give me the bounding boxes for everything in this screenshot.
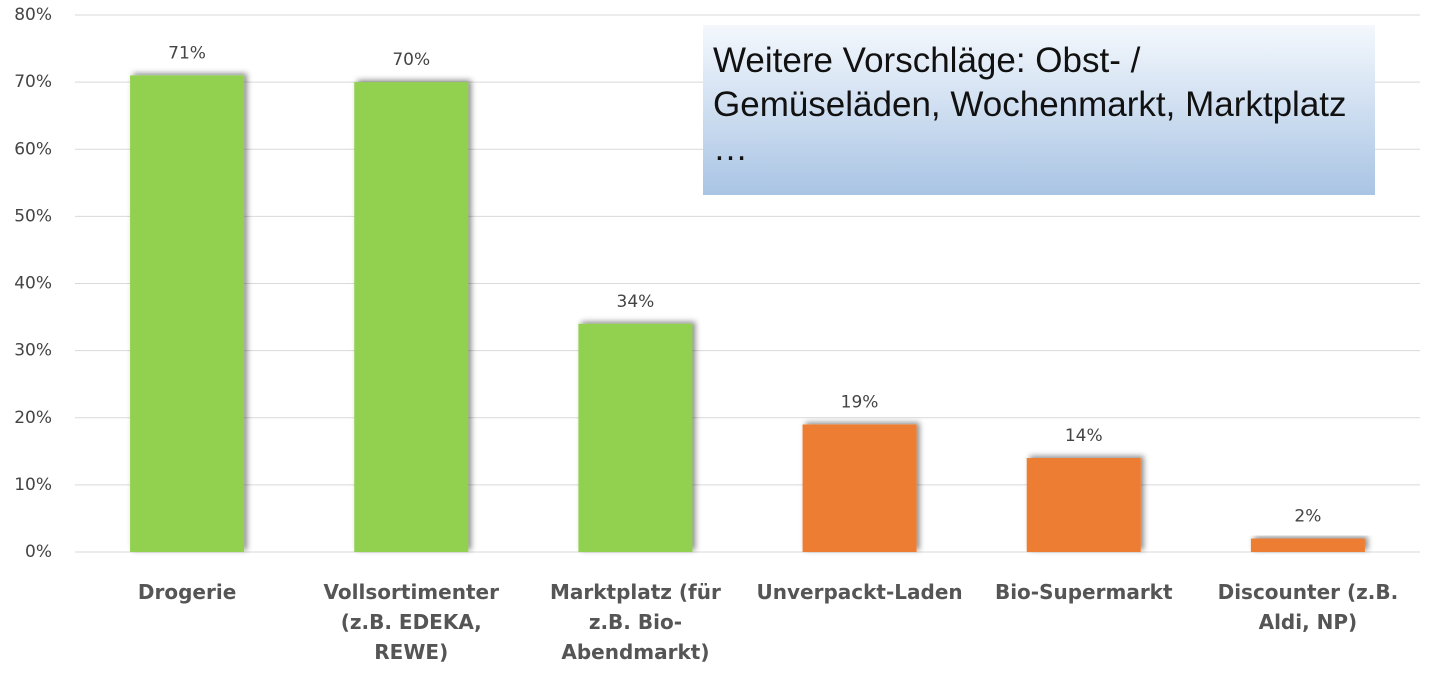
bar <box>130 75 245 552</box>
data-label: 70% <box>392 50 430 70</box>
y-tick-label: 70% <box>14 72 52 92</box>
bar <box>1250 538 1365 552</box>
bar <box>1026 458 1141 552</box>
data-label: 14% <box>1065 426 1103 446</box>
x-tick-label: Drogerie <box>137 580 237 604</box>
data-label: 2% <box>1294 507 1321 527</box>
x-tick-label: Vollsortimenter (z.B. EDEKA, REWE) <box>323 580 499 664</box>
y-tick-label: 40% <box>14 274 52 294</box>
x-tick-label: Bio-Supermarkt <box>994 580 1173 604</box>
y-tick-label: 60% <box>14 139 52 159</box>
bar <box>578 323 693 552</box>
y-tick-label: 80% <box>14 5 52 25</box>
x-tick-label: Discounter (z.B. Aldi, NP) <box>1217 580 1399 634</box>
bar <box>354 82 469 552</box>
annotation: Weitere Vorschläge: Obst- / Gemüseläden,… <box>703 25 1375 195</box>
bar <box>802 424 917 552</box>
y-tick-label: 50% <box>14 206 52 226</box>
y-tick-label: 20% <box>14 408 52 428</box>
data-label: 19% <box>841 392 879 412</box>
data-label: 71% <box>168 43 206 63</box>
x-tick-label: Unverpackt-Laden <box>756 580 963 604</box>
x-tick-label: Marktplatz (für z.B. Bio-Abendmarkt) <box>549 580 721 664</box>
y-tick-label: 0% <box>25 542 52 562</box>
data-label: 34% <box>617 292 655 312</box>
y-tick-label: 30% <box>14 341 52 361</box>
y-tick-label: 10% <box>14 475 52 495</box>
